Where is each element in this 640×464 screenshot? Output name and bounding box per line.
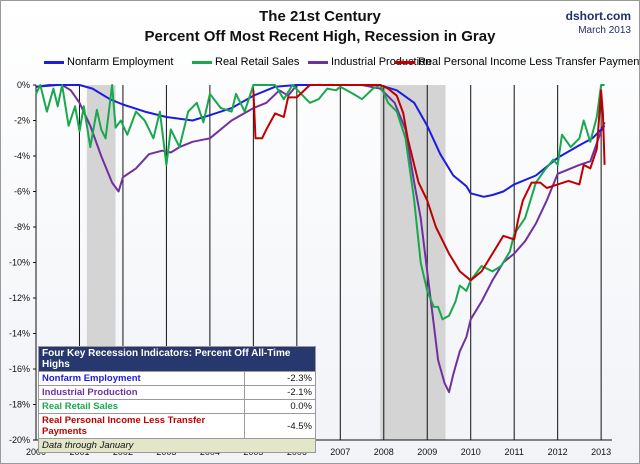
legend-swatch: [308, 60, 328, 64]
legend-item-real-personal-income: Real Personal Income Less Transfer Payme…: [395, 56, 640, 68]
legend-swatch: [192, 60, 212, 64]
row-value: -4.5%: [244, 413, 316, 439]
source-site: dshort.com: [565, 9, 631, 23]
x-tick-label: 2012: [548, 447, 568, 457]
x-tick-label: 2007: [330, 447, 350, 457]
y-tick-label: -6%: [14, 187, 30, 197]
table-row: Nonfarm Employment -2.3%: [38, 371, 316, 386]
table-row: Industrial Production -2.1%: [38, 385, 316, 400]
series-line-industrial-production: [35, 84, 606, 394]
y-tick-label: -4%: [14, 151, 30, 161]
table-row: Real Retail Sales 0.0%: [38, 399, 316, 414]
table-note-row: Data through January: [38, 438, 316, 453]
chart-subtitle: Percent Off Most Recent High, Recession …: [144, 28, 496, 45]
row-value: -2.1%: [244, 385, 316, 400]
legend-swatch: [395, 60, 415, 64]
legend-item-nonfarm-employment: Nonfarm Employment: [44, 56, 173, 68]
indicator-table: Four Key Recession Indicators: Percent O…: [38, 346, 316, 453]
x-tick-label: 2008: [374, 447, 394, 457]
table-title: Four Key Recession Indicators: Percent O…: [38, 346, 316, 372]
legend-label: Industrial Production: [331, 56, 432, 68]
legend-item-industrial-production: Industrial Production: [308, 56, 431, 68]
row-label: Industrial Production: [38, 385, 245, 400]
y-tick-labels: 0% -2% -4% -6% -8% -10% -12% -14% -16% -18% -20%: [9, 80, 30, 445]
chart-title: The 21st Century: [259, 8, 381, 25]
y-tick-label: -8%: [14, 222, 30, 232]
x-tick-label: 2009: [417, 447, 437, 457]
legend-swatch: [44, 60, 64, 64]
series-line-real-retail-sales: [35, 84, 605, 321]
y-tick-label: -10%: [9, 258, 30, 268]
recession-band: [380, 85, 446, 440]
y-tick-label: -12%: [9, 293, 30, 303]
y-tick-label: -14%: [9, 329, 30, 339]
table-note: Data through January: [38, 438, 316, 453]
legend-label: Real Retail Sales: [215, 56, 300, 68]
series-line-real-personal-income-less-transfer-payments: [252, 84, 606, 282]
chart-legend: Nonfarm Employment Real Retail Sales Ind…: [40, 56, 640, 72]
y-tick-label: 0%: [17, 80, 30, 90]
legend-label: Nonfarm Employment: [67, 56, 174, 68]
x-tick-label: 2011: [505, 447, 524, 457]
source-date: March 2013: [578, 25, 631, 36]
y-tick-label: -16%: [9, 364, 30, 374]
x-tick-label: 2010: [461, 447, 481, 457]
row-label: Real Retail Sales: [38, 399, 245, 414]
x-tick-label: 2000: [26, 447, 46, 457]
y-tick-label: -2%: [14, 116, 30, 126]
series-lines: [35, 84, 606, 394]
y-tick-label: -20%: [9, 435, 30, 445]
table-row: Real Personal Income Less Transfer Payme…: [38, 413, 316, 439]
legend-item-real-retail-sales: Real Retail Sales: [192, 56, 299, 68]
table-header-row: Four Key Recession Indicators: Percent O…: [38, 346, 316, 372]
y-tick-label: -18%: [9, 400, 30, 410]
x-tick-label: 2013: [591, 447, 611, 457]
legend-label: Real Personal Income Less Transfer Payme…: [418, 56, 640, 68]
row-value: -2.3%: [244, 371, 316, 386]
row-label: Real Personal Income Less Transfer Payme…: [38, 413, 245, 439]
series-line-nonfarm-employment: [35, 84, 606, 198]
row-label: Nonfarm Employment: [38, 371, 245, 386]
row-value: 0.0%: [244, 399, 316, 414]
